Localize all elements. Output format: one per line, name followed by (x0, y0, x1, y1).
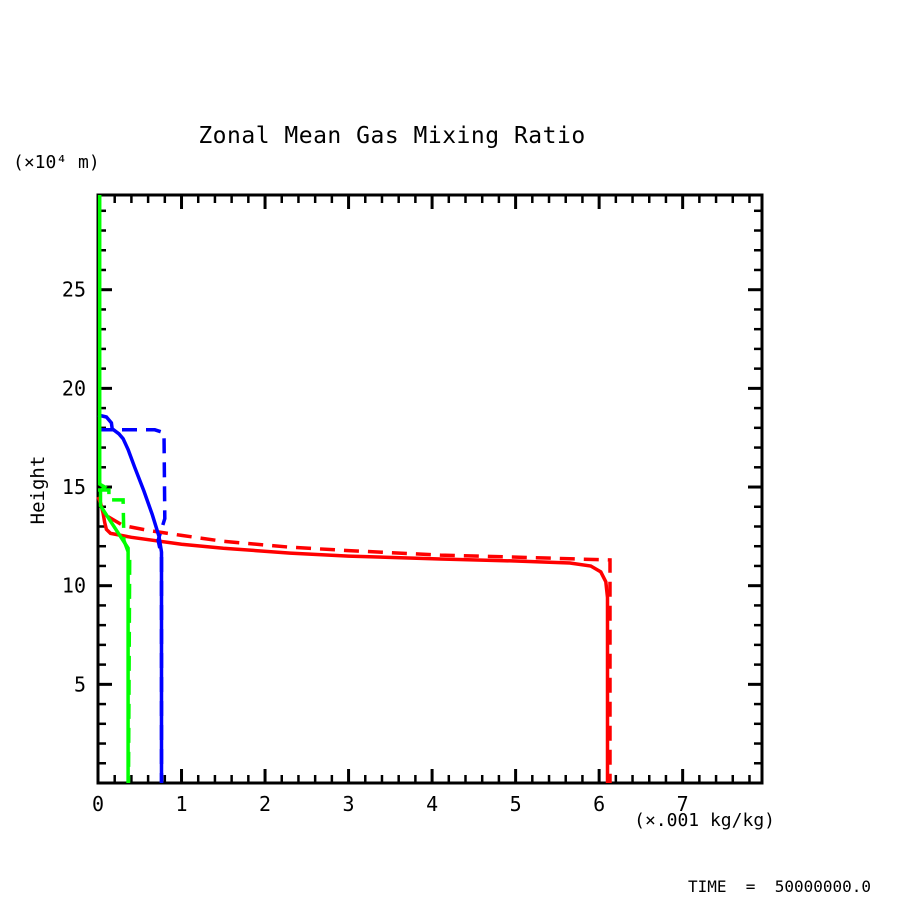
series-red-solid (96, 496, 610, 783)
x-tick-label: 1 (175, 792, 187, 816)
time-annotation: TIME = 50000000.0 (688, 877, 872, 896)
x-tick-label: 3 (343, 792, 355, 816)
y-tick-label: 15 (62, 475, 86, 499)
x-tick-label: 2 (259, 792, 271, 816)
y-tick-label: 10 (62, 574, 86, 598)
x-tick-label: 7 (677, 792, 689, 816)
x-axis-unit-label: (×.001 kg/kg) (634, 810, 775, 831)
series-green-solid (97, 195, 130, 783)
y-tick-label: 25 (62, 278, 86, 302)
x-tick-label: 4 (426, 792, 438, 816)
y-tick-label: 20 (62, 376, 86, 400)
y-axis-unit-label: (×10⁴ m) (13, 152, 100, 173)
series-green-dashed (98, 488, 132, 784)
x-tick-label: 0 (92, 792, 104, 816)
y-tick-label: 5 (74, 672, 86, 696)
plot-frame (96, 193, 764, 785)
x-tick-label: 6 (593, 792, 605, 816)
series-blue-solid (97, 413, 164, 783)
x-tick-label: 5 (510, 792, 522, 816)
chart-title: Zonal Mean Gas Mixing Ratio (198, 123, 586, 149)
series-blue-dashed (98, 428, 167, 783)
series-red-dashed (107, 515, 612, 783)
